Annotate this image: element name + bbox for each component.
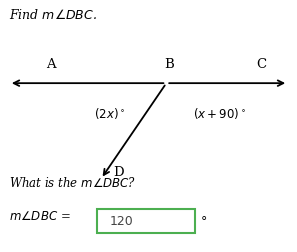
Text: $(2x)^\circ$: $(2x)^\circ$ bbox=[94, 106, 125, 121]
Text: A: A bbox=[46, 57, 55, 71]
FancyBboxPatch shape bbox=[97, 209, 195, 233]
Text: $m\angle DBC$ =: $m\angle DBC$ = bbox=[9, 210, 70, 223]
Text: D: D bbox=[113, 166, 124, 179]
Text: 120: 120 bbox=[110, 215, 134, 228]
Text: $(x + 90)^\circ$: $(x + 90)^\circ$ bbox=[193, 106, 246, 121]
Text: °: ° bbox=[200, 215, 207, 228]
Text: Find $m\angle DBC$.: Find $m\angle DBC$. bbox=[9, 8, 97, 22]
Text: What is the $m\angle DBC$?: What is the $m\angle DBC$? bbox=[9, 176, 136, 191]
Text: B: B bbox=[165, 57, 174, 71]
Text: C: C bbox=[256, 57, 266, 71]
